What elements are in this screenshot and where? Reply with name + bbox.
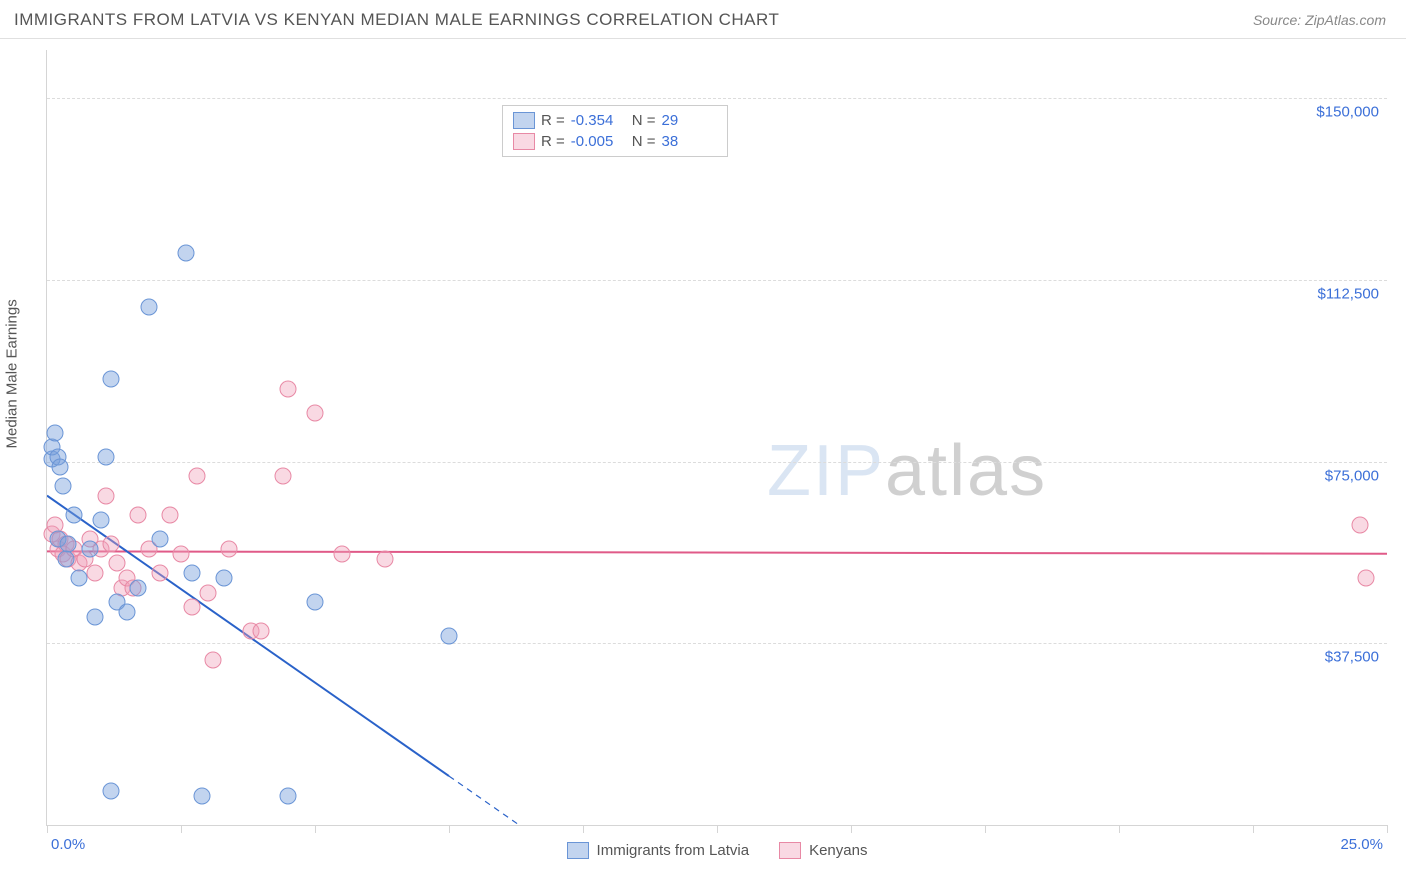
x-tick: [717, 825, 718, 833]
pink-point: [199, 584, 216, 601]
blue-point: [81, 540, 98, 557]
blue-point: [92, 511, 109, 528]
x-tick: [985, 825, 986, 833]
swatch-pink: [513, 133, 535, 150]
blue-point: [71, 569, 88, 586]
pink-point: [307, 405, 324, 422]
x-tick: [1119, 825, 1120, 833]
pink-point: [221, 540, 238, 557]
blue-point: [55, 477, 72, 494]
blue-point: [130, 579, 147, 596]
x-tick: [583, 825, 584, 833]
y-tick-label: $112,500: [1318, 286, 1379, 303]
pink-point: [183, 599, 200, 616]
pink-point: [205, 652, 222, 669]
blue-point: [47, 424, 64, 441]
pink-point: [253, 623, 270, 640]
chart-header: IMMIGRANTS FROM LATVIA VS KENYAN MEDIAN …: [0, 0, 1406, 39]
pink-point: [274, 468, 291, 485]
blue-point: [441, 628, 458, 645]
pink-point: [97, 487, 114, 504]
swatch-blue: [567, 842, 589, 859]
legend-item-blue: Immigrants from Latvia: [567, 842, 750, 859]
x-tick: [1253, 825, 1254, 833]
y-tick-label: $37,500: [1325, 649, 1379, 666]
legend-item-pink: Kenyans: [779, 842, 867, 859]
swatch-blue: [513, 112, 535, 129]
gridline: [47, 462, 1387, 463]
blue-point: [151, 531, 168, 548]
pink-point: [130, 507, 147, 524]
x-tick: [449, 825, 450, 833]
x-tick: [315, 825, 316, 833]
pink-point: [333, 545, 350, 562]
pink-point: [189, 468, 206, 485]
y-tick-label: $75,000: [1325, 467, 1379, 484]
pink-point: [151, 565, 168, 582]
blue-point: [215, 569, 232, 586]
pink-point: [103, 536, 120, 553]
blue-point: [97, 448, 114, 465]
blue-point: [103, 371, 120, 388]
plot-area: ZIPatlas $37,500$75,000$112,500$150,000 …: [46, 50, 1387, 826]
y-axis-title: Median Male Earnings: [4, 299, 21, 448]
gridline: [47, 280, 1387, 281]
pink-point: [162, 507, 179, 524]
legend-row-pink: R = -0.005 N = 38: [513, 131, 717, 152]
correlation-legend: R = -0.354 N = 29 R = -0.005 N = 38: [502, 105, 728, 157]
blue-point: [178, 245, 195, 262]
blue-point: [140, 298, 157, 315]
gridline: [47, 98, 1387, 99]
blue-point: [307, 594, 324, 611]
pink-point: [173, 545, 190, 562]
legend-row-blue: R = -0.354 N = 29: [513, 110, 717, 131]
gridline: [47, 643, 1387, 644]
blue-point: [119, 603, 136, 620]
x-tick: [1387, 825, 1388, 833]
pink-point: [87, 565, 104, 582]
swatch-pink: [779, 842, 801, 859]
blue-point: [87, 608, 104, 625]
watermark: ZIPatlas: [767, 430, 1047, 512]
blue-point: [194, 787, 211, 804]
pink-point: [1357, 569, 1374, 586]
pink-point: [376, 550, 393, 567]
blue-point: [183, 565, 200, 582]
y-tick-label: $150,000: [1316, 104, 1379, 121]
blue-point: [65, 507, 82, 524]
blue-point: [103, 783, 120, 800]
pink-point: [1352, 516, 1369, 533]
blue-point: [52, 458, 69, 475]
pink-point: [280, 381, 297, 398]
series-legend: Immigrants from Latvia Kenyans: [47, 842, 1387, 859]
x-tick: [181, 825, 182, 833]
blue-point: [280, 787, 297, 804]
trend-lines: [47, 50, 1387, 825]
x-tick: [851, 825, 852, 833]
chart-title: IMMIGRANTS FROM LATVIA VS KENYAN MEDIAN …: [14, 10, 779, 30]
source-attribution: Source: ZipAtlas.com: [1253, 12, 1386, 28]
x-tick: [47, 825, 48, 833]
blue-point: [57, 550, 74, 567]
